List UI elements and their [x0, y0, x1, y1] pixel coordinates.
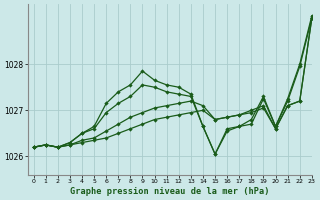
X-axis label: Graphe pression niveau de la mer (hPa): Graphe pression niveau de la mer (hPa): [70, 187, 269, 196]
